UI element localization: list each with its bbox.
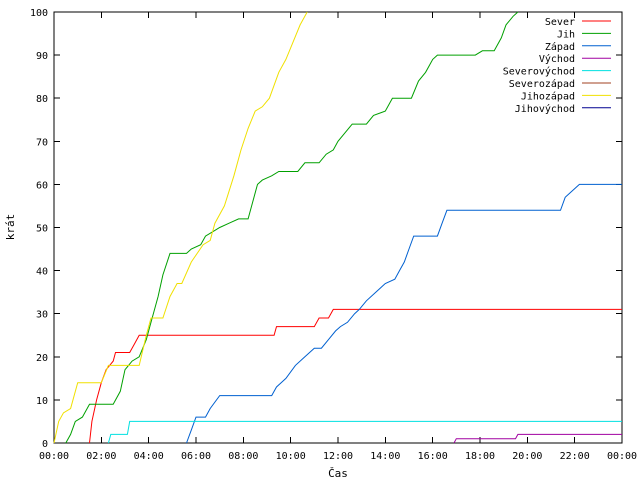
legend-label: Jihozápad: [521, 90, 575, 102]
x-tick-label: 10:00: [276, 451, 306, 462]
series-line-1: [89, 308, 622, 444]
series-line-3: [186, 183, 622, 444]
x-tick-label: 22:00: [560, 451, 590, 462]
legend-label: Východ: [539, 53, 575, 65]
x-tick-label: 06:00: [181, 451, 211, 462]
y-tick-label: 0: [42, 439, 48, 450]
y-tick-label: 80: [36, 94, 48, 105]
x-tick-label: 16:00: [418, 451, 448, 462]
series-lines: [53, 11, 622, 444]
legend-label: Západ: [545, 41, 575, 53]
x-tick-label: 12:00: [323, 451, 353, 462]
series-line-7: [53, 11, 308, 444]
legend-label: Jihovýchod: [515, 103, 575, 115]
axis-ticks: 00:00 02:00 04:00 06:00 08:00 10:00 12:00 14:00…: [30, 8, 637, 462]
y-tick-label: 40: [36, 267, 48, 278]
x-tick-label: 04:00: [134, 451, 164, 462]
x-tick-label: 20:00: [512, 451, 542, 462]
x-tick-label: 14:00: [370, 451, 400, 462]
y-tick-label: 100: [30, 8, 48, 19]
legend-label: Jih: [557, 29, 575, 40]
y-tick-label: 90: [36, 51, 48, 62]
y-tick-label: 70: [36, 137, 48, 148]
series-line-5: [107, 420, 622, 444]
x-tick-label: 08:00: [228, 451, 258, 462]
y-tick-label: 20: [36, 353, 48, 364]
legend: SeverJihZápadVýchodSeverovýchodSeverozáp…: [503, 17, 611, 115]
legend-label: Severozápad: [509, 78, 575, 90]
y-axis-title: krát: [4, 214, 17, 241]
x-axis-title: Čas: [328, 467, 348, 480]
y-tick-label: 30: [36, 310, 48, 321]
y-tick-label: 10: [36, 396, 48, 407]
x-tick-label: 00:00: [607, 451, 637, 462]
x-tick-label: 00:00: [39, 451, 69, 462]
y-tick-label: 50: [36, 224, 48, 235]
y-tick-label: 60: [36, 180, 48, 191]
x-tick-label: 02:00: [86, 451, 116, 462]
legend-label: Sever: [545, 17, 575, 28]
x-tick-label: 18:00: [465, 451, 495, 462]
series-line-4: [453, 433, 622, 444]
series-line-2: [65, 11, 519, 444]
legend-label: Severovýchod: [503, 66, 575, 78]
